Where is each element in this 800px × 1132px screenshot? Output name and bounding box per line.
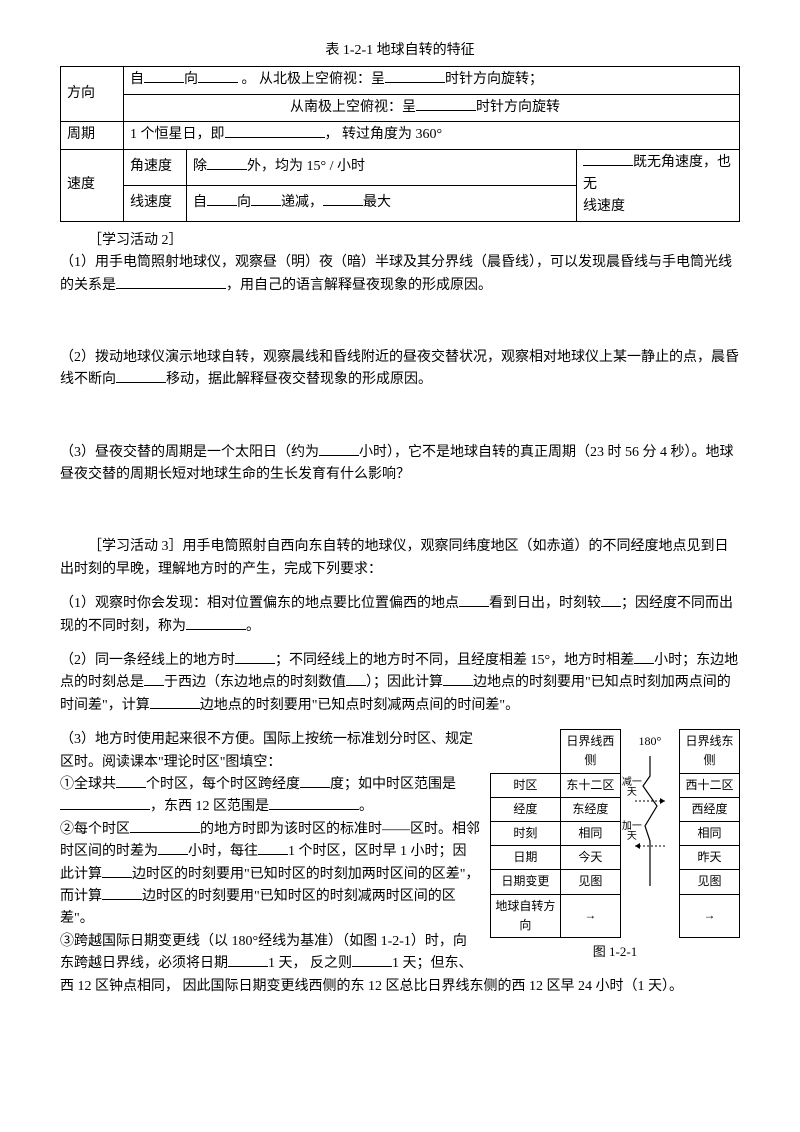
blank-input[interactable] (235, 663, 275, 664)
blank-input[interactable] (251, 205, 281, 206)
period-cell: 1 个恒星日，即， 转过角度为 360° (124, 122, 740, 149)
blank-input[interactable] (300, 787, 330, 788)
blank-input[interactable] (583, 165, 633, 166)
dateline-table: 日界线西侧 180° 减一天 加一天 日界线东侧 时区东十二区西十二区 经度 (490, 729, 740, 938)
blank-input[interactable] (144, 82, 184, 83)
linear-speed-cell: 自向递减，最大 (187, 185, 577, 221)
activity-2-p3: （3）昼夜交替的周期是一个太阳日（约为小时），它不是地球自转的真正周期（23 时… (60, 442, 740, 487)
blank-input[interactable] (60, 809, 150, 810)
blank-input[interactable] (150, 708, 200, 709)
blank-input[interactable] (207, 205, 237, 206)
blank-input[interactable] (443, 685, 473, 686)
blank-input[interactable] (144, 685, 164, 686)
blank-input[interactable] (116, 382, 166, 383)
blank-input[interactable] (198, 82, 238, 83)
blank-input[interactable] (225, 137, 325, 138)
blank-input[interactable] (258, 854, 288, 855)
period-label: 周期 (61, 122, 124, 149)
blank-input[interactable] (323, 205, 363, 206)
blank-input[interactable] (634, 663, 654, 664)
figure-caption: 图 1-2-1 (490, 942, 740, 963)
table-row: 周期 1 个恒星日，即， 转过角度为 360° (61, 122, 740, 149)
earth-rotation-table: 方向 自向 。 从北极上空俯视：呈时针方向旋转； 从南极上空俯视：呈时针方向旋转… (60, 66, 740, 221)
blank-input[interactable] (269, 809, 359, 810)
blank-input[interactable] (207, 169, 247, 170)
activity-3-p2: （2）同一条经线上的地方时；不同经线上的地方时不同，且经度相差 15°，地方时相… (60, 650, 740, 717)
table-row: 速度 角速度 除外，均为 15° / 小时 既无角速度，也无线速度 (61, 149, 740, 185)
blank-input[interactable] (601, 606, 621, 607)
blank-input[interactable] (228, 966, 268, 967)
table-row: 方向 自向 。 从北极上空俯视：呈时针方向旋转； (61, 67, 740, 94)
blank-input[interactable] (319, 455, 359, 456)
activity-3-p3-wrap: 日界线西侧 180° 减一天 加一天 日界线东侧 时区东十二区西十二区 经度 (60, 729, 740, 998)
blank-input[interactable] (102, 877, 132, 878)
blank-input[interactable] (385, 82, 445, 83)
blank-input[interactable] (186, 629, 246, 630)
blank-input[interactable] (459, 606, 489, 607)
blank-input[interactable] (416, 110, 476, 111)
table-title: 表 1-2-1 地球自转的特征 (60, 40, 740, 62)
activity-2-title: ［学习活动 2］ (88, 233, 183, 248)
direction-cell-1: 自向 。 从北极上空俯视：呈时针方向旋转； (124, 67, 740, 94)
linear-speed-label: 线速度 (124, 185, 187, 221)
activity-2-p2: （2）拨动地球仪演示地球自转，观察晨线和昏线附近的昼夜交替状况，观察相对地球仪上… (60, 347, 740, 392)
blank-input[interactable] (158, 854, 188, 855)
angular-speed-label: 角速度 (124, 149, 187, 185)
dateline-middle: 180° 减一天 加一天 (620, 730, 679, 938)
figure-1-2-1: 日界线西侧 180° 减一天 加一天 日界线东侧 时区东十二区西十二区 经度 (490, 729, 740, 962)
speed-label: 速度 (61, 149, 124, 221)
speed-right-cell: 既无角速度，也无线速度 (577, 149, 740, 221)
blank-input[interactable] (116, 787, 146, 788)
blank-input[interactable] (116, 288, 226, 289)
activity-2: ［学习活动 2］ （1）用手电筒照射地球仪，观察昼（明）夜（暗）半球及其分界线（… (60, 230, 740, 297)
blank-input[interactable] (102, 899, 142, 900)
direction-cell-2: 从南极上空俯视：呈时针方向旋转 (124, 94, 740, 121)
blank-input[interactable] (130, 832, 200, 833)
blank-input[interactable] (346, 685, 366, 686)
angular-speed-cell: 除外，均为 15° / 小时 (187, 149, 577, 185)
activity-3-p1: （1）观察时你会发现：相对位置偏东的地点要比位置偏西的地点看到日出，时刻较；因经… (60, 593, 740, 638)
direction-label: 方向 (61, 67, 124, 122)
blank-input[interactable] (352, 966, 392, 967)
table-row: 从南极上空俯视：呈时针方向旋转 (61, 94, 740, 121)
activity-3: ［学习活动 3］用手电筒照射自西向东自转的地球仪，观察同纬度地区（如赤道）的不同… (60, 536, 740, 581)
